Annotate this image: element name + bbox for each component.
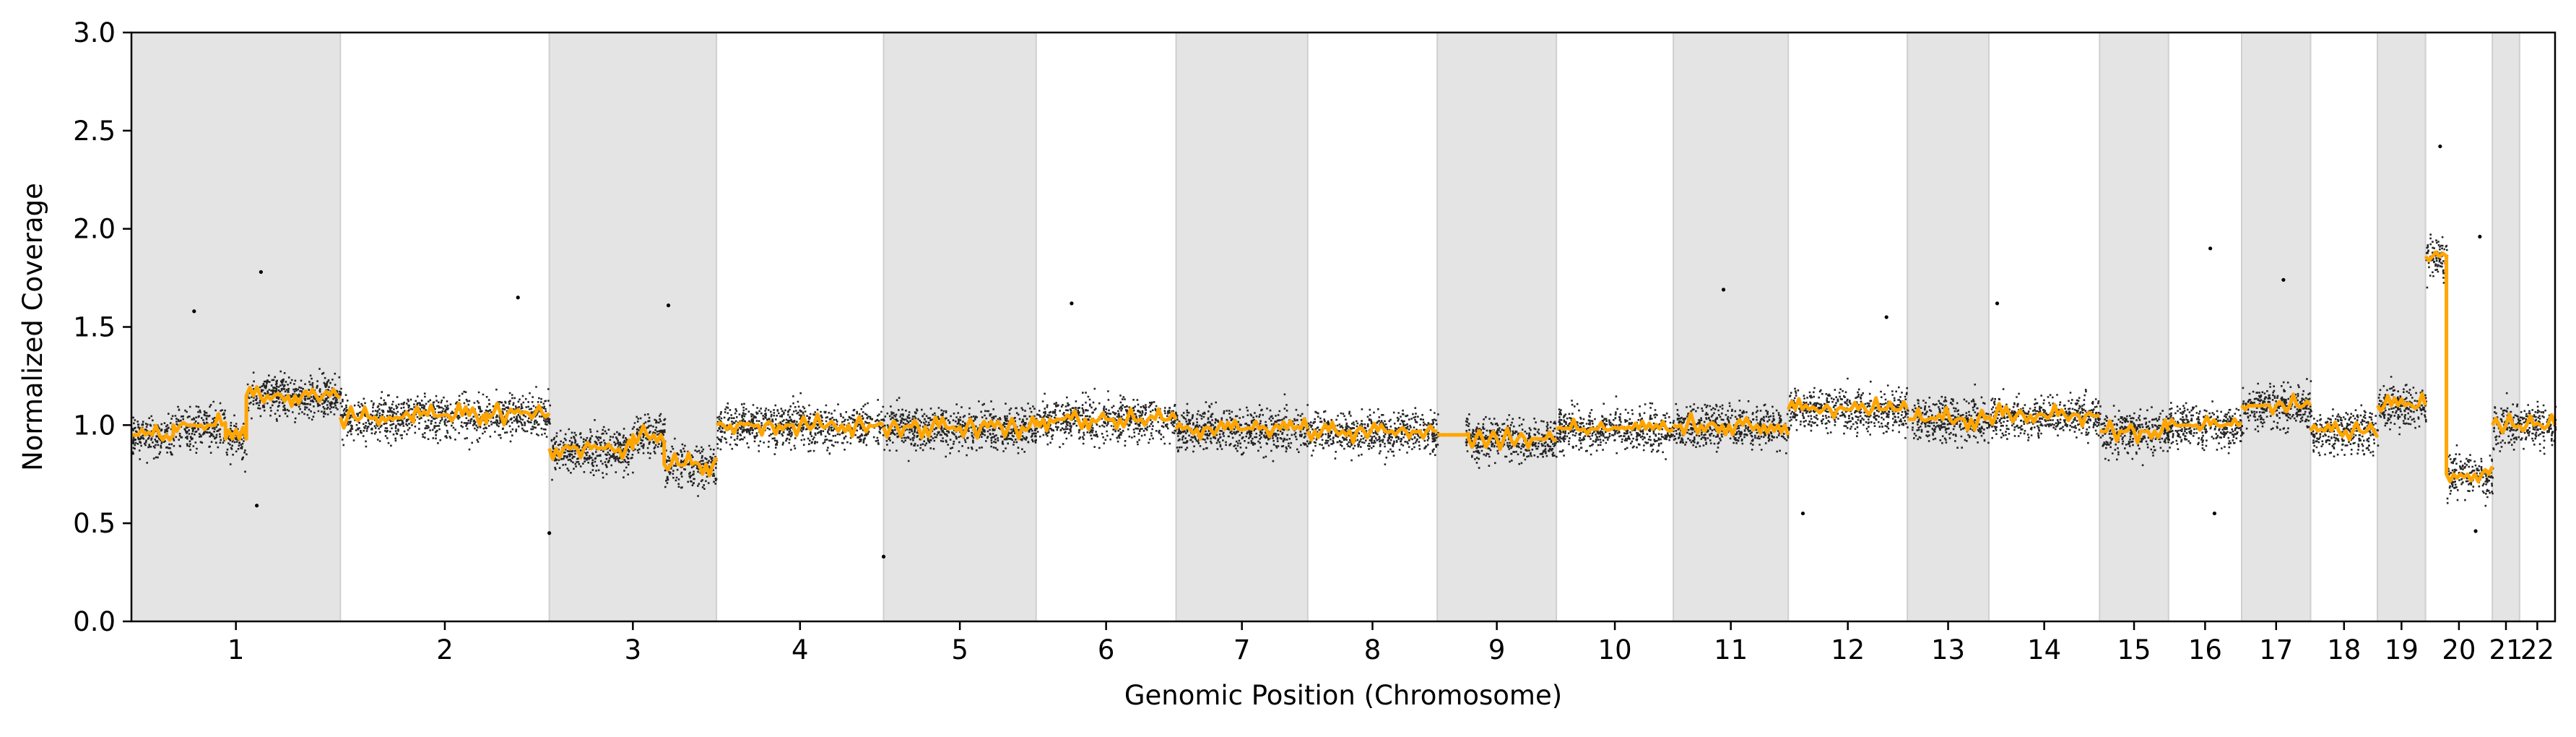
y-axis-label: Normalized Coverage <box>17 183 48 471</box>
segment-line-chr18 <box>2309 420 2380 441</box>
outlier-point-chr14-0 <box>1995 301 2000 306</box>
outlier-point-chr2-0 <box>516 296 520 300</box>
x-tick-label-chr20: 20 <box>2442 634 2476 665</box>
y-axis: 0.0 0.5 1.0 1.5 2.0 2.5 3.0 <box>73 17 131 637</box>
x-tick-label-chr6: 6 <box>1098 634 1115 665</box>
x-tick-label-chr16: 16 <box>2188 634 2222 665</box>
coverage-points <box>131 144 2557 559</box>
coverage-point-cloud <box>131 233 2557 507</box>
segment-line-chr15 <box>2099 418 2171 444</box>
chromosome-band-5 <box>882 32 1037 622</box>
x-tick-label-chr11: 11 <box>1714 634 1748 665</box>
x-tick-label-chr1: 1 <box>227 634 245 665</box>
chromosome-bands <box>131 32 2520 622</box>
segment-line-chr21 <box>2490 413 2521 435</box>
segment-line-chr17 <box>2240 392 2312 416</box>
outlier-point-chr12-0 <box>1800 511 1805 516</box>
chromosome-band-9 <box>1436 32 1558 622</box>
segment-line-chr20 <box>2424 250 2494 484</box>
outlier-point-chr3-0 <box>547 531 552 535</box>
y-tick-label-0: 0.0 <box>73 606 116 637</box>
outlier-point-chr16-1 <box>2212 511 2217 516</box>
segment-line-chr13 <box>1907 405 1990 432</box>
x-tick-label-chr14: 14 <box>2027 634 2061 665</box>
x-tick-label-chr8: 8 <box>1364 634 1382 665</box>
outlier-point-chr1-1 <box>192 309 196 314</box>
y-tick-label-2: 1.0 <box>73 410 116 441</box>
y-tick-label-4: 2.0 <box>73 214 116 245</box>
outlier-point-chr20-1 <box>2478 234 2482 239</box>
segment-line-chr7 <box>1174 417 1310 441</box>
outlier-point-chr11-0 <box>1721 288 1726 292</box>
x-tick-label-chr12: 12 <box>1831 634 1865 665</box>
x-tick-label-chr5: 5 <box>951 634 968 665</box>
x-tick-label-chr15: 15 <box>2117 634 2151 665</box>
outlier-point-chr16-0 <box>2208 246 2213 251</box>
chromosome-band-17 <box>2241 32 2312 622</box>
outlier-point-chr1-2 <box>254 504 259 508</box>
chromosome-band-7 <box>1175 32 1309 622</box>
segment-line-chr3 <box>547 423 719 478</box>
segment-line-chr8 <box>1306 421 1438 445</box>
segment-line-chr14 <box>1987 402 2100 428</box>
segment-line-group <box>131 250 2557 484</box>
segment-line-chr2 <box>338 401 551 430</box>
chromosome-band-13 <box>1907 32 1990 622</box>
segment-line-chr16 <box>2167 414 2243 432</box>
x-tick-label-chr13: 13 <box>1931 634 1965 665</box>
x-tick-label-chr22: 22 <box>2520 634 2554 665</box>
segment-line-chr1 <box>131 385 342 442</box>
x-tick-label-chr19: 19 <box>2385 634 2419 665</box>
segment-line-chr12 <box>1786 396 1909 420</box>
outlier-point-chr20-0 <box>2438 144 2442 149</box>
x-tick-label-chr10: 10 <box>1598 634 1632 665</box>
x-tick-label-chr21: 21 <box>2489 634 2523 665</box>
x-tick-label-chr18: 18 <box>2327 634 2361 665</box>
x-tick-label-chr3: 3 <box>625 634 642 665</box>
outlier-point-chr1-0 <box>259 270 263 275</box>
segment-line-chr11 <box>1672 411 1790 436</box>
chromosome-band-19 <box>2377 32 2427 622</box>
segment-line-chr22 <box>2518 413 2557 434</box>
segment-line-chr19 <box>2375 392 2428 413</box>
outlier-point-chr6-0 <box>1070 301 1074 306</box>
segment-line-chr10 <box>1556 417 1675 436</box>
segment-line-chr4 <box>715 412 885 439</box>
chromosome-band-21 <box>2492 32 2520 622</box>
outlier-point-chr3-1 <box>666 303 671 308</box>
segment-line-chr5 <box>882 415 1038 441</box>
chromosome-band-11 <box>1673 32 1790 622</box>
outlier-point-chr20-2 <box>2473 529 2478 533</box>
x-axis-label: Genomic Position (Chromosome) <box>1124 680 1562 711</box>
y-tick-label-3: 1.5 <box>73 312 116 343</box>
segment-line-chr6 <box>1034 407 1178 433</box>
plot-frame <box>130 31 2557 623</box>
segment-line-chr9 <box>1437 426 1558 452</box>
y-tick-label-5: 2.5 <box>73 116 116 147</box>
x-tick-label-chr17: 17 <box>2259 634 2293 665</box>
x-tick-label-chr9: 9 <box>1488 634 1506 665</box>
outlier-point-chr12-1 <box>1884 315 1888 319</box>
x-tick-label-chr4: 4 <box>792 634 809 665</box>
outlier-point-chr17-0 <box>2281 277 2286 282</box>
y-tick-label-1: 0.5 <box>73 508 116 539</box>
chromosome-band-3 <box>548 32 718 622</box>
chromosome-band-1 <box>131 32 342 622</box>
chromosome-band-15 <box>2099 32 2169 622</box>
outlier-point-chr5-0 <box>881 554 886 559</box>
x-tick-label-chr2: 2 <box>436 634 454 665</box>
x-tick-label-chr7: 7 <box>1233 634 1251 665</box>
y-tick-label-6: 3.0 <box>73 17 116 48</box>
